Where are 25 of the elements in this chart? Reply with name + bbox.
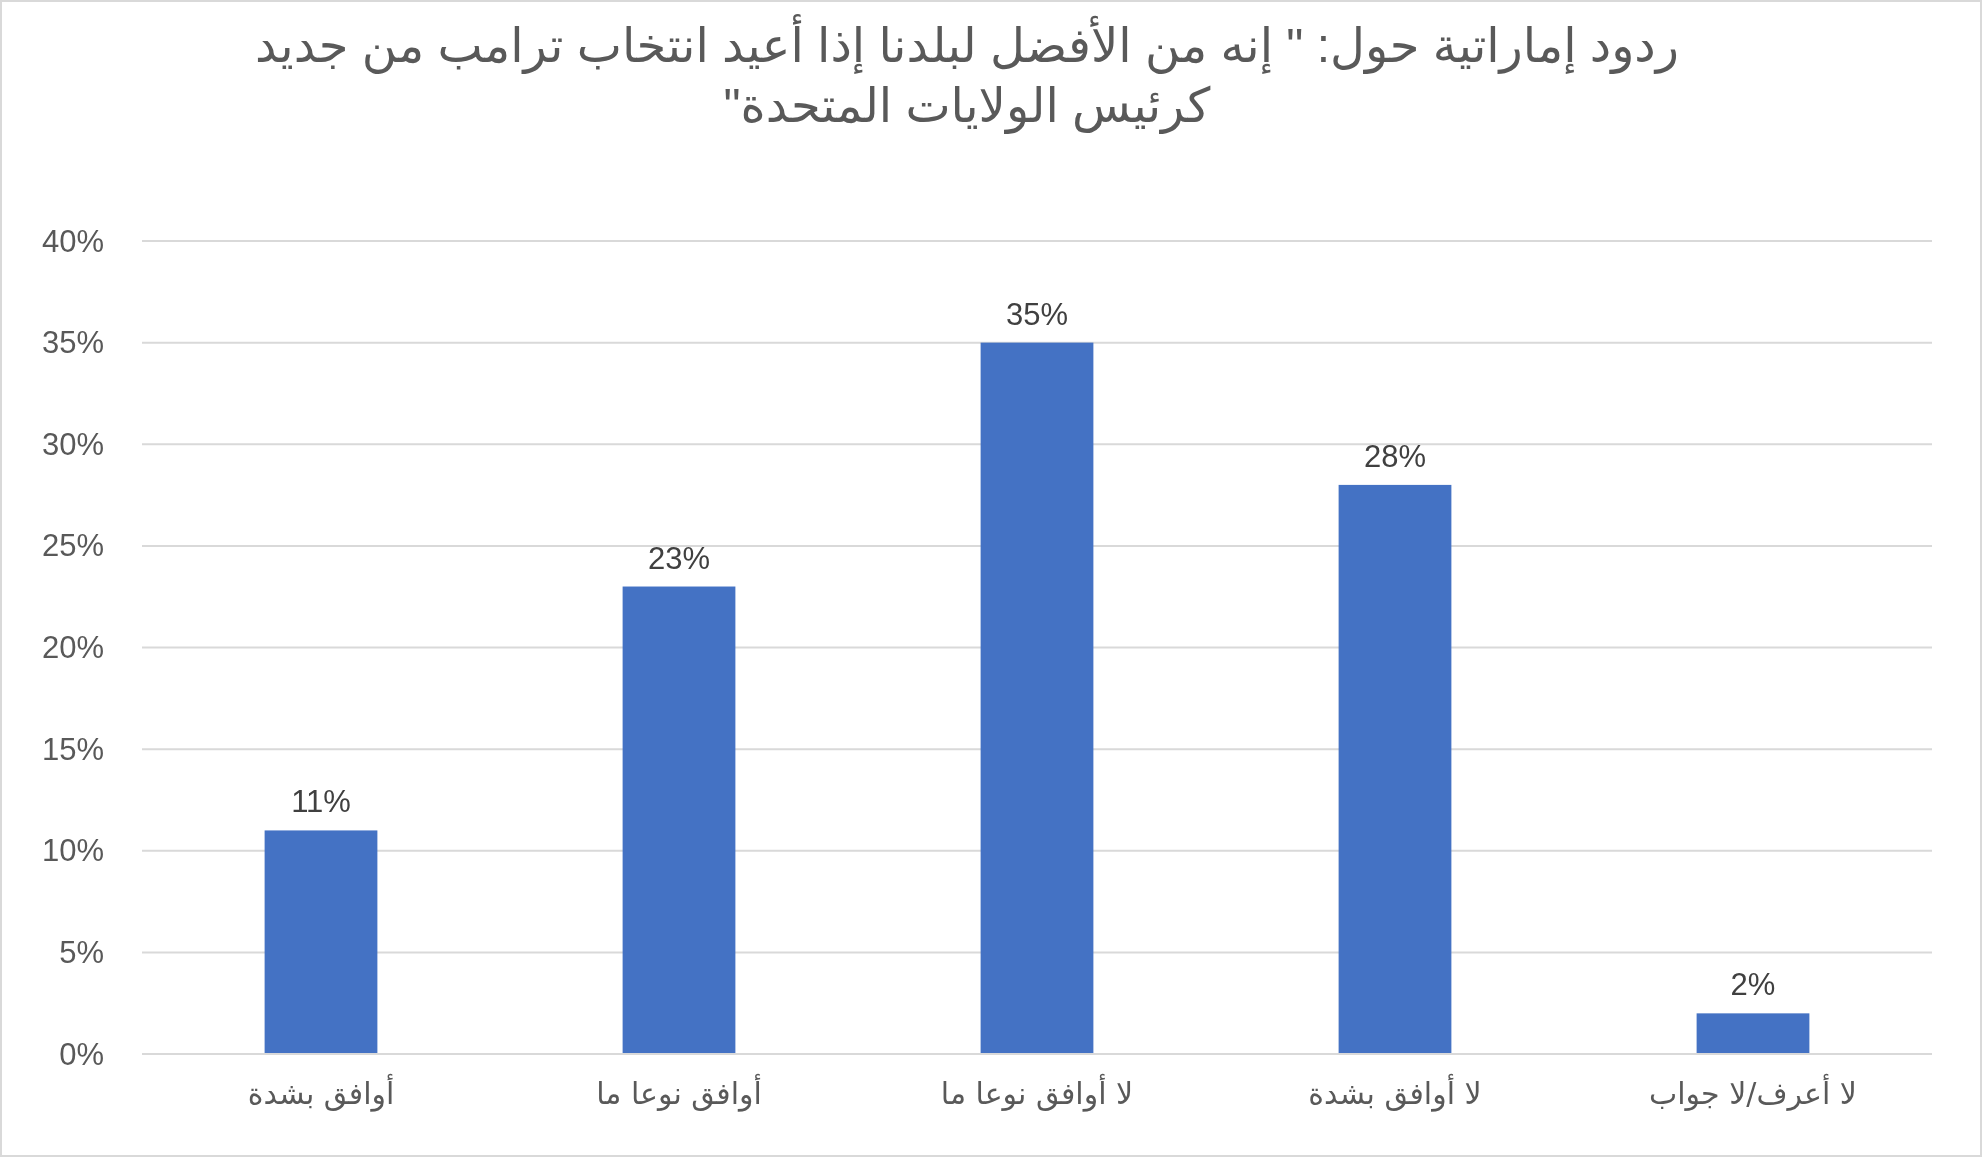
bar	[264, 830, 378, 1054]
y-tick-label: 30%	[41, 426, 104, 462]
y-tick-label: 20%	[41, 630, 104, 665]
x-tick-label: أوافق بشدة	[247, 1073, 395, 1112]
chart-title: ردود إماراتية حول: " إنه من الأفضل لبلدنا إذا أعيد انتخاب ترامب من جديد كرئيس الولايات المتحدة"	[254, 16, 1680, 136]
data-label: 35%	[1005, 296, 1069, 332]
x-tick-label: أوافق نوعا ما	[596, 1073, 762, 1112]
y-tick-label: 5%	[59, 934, 104, 970]
y-tick-label: 0%	[59, 1036, 104, 1072]
data-label: 2%	[1730, 967, 1776, 1003]
y-tick-label: 15%	[41, 731, 104, 767]
x-tick-label: لا أعرف/لا جواب	[1649, 1073, 1857, 1111]
y-tick-label: 40%	[41, 223, 104, 259]
data-label: 28%	[1363, 438, 1427, 474]
data-label: 11%	[291, 784, 351, 820]
bar	[1696, 1013, 1810, 1054]
x-tick-label: لا أوافق بشدة	[1308, 1073, 1482, 1112]
bar	[622, 586, 736, 1054]
data-label: 23%	[647, 540, 711, 576]
y-tick-label: 35%	[41, 325, 104, 361]
bar	[1338, 484, 1452, 1054]
y-tick-label: 10%	[41, 833, 104, 869]
x-tick-label: لا أوافق نوعا ما	[940, 1073, 1134, 1112]
y-tick-label: 25%	[41, 528, 104, 564]
bar	[980, 342, 1094, 1054]
